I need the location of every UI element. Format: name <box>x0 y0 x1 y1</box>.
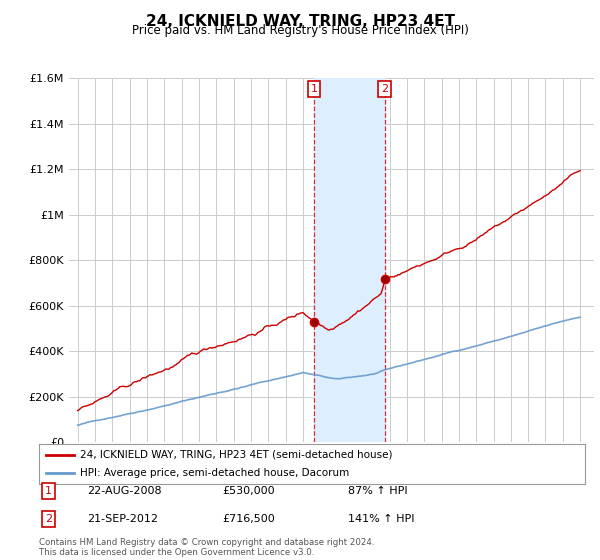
Text: 141% ↑ HPI: 141% ↑ HPI <box>348 514 415 524</box>
Text: 1: 1 <box>45 486 52 496</box>
Text: £716,500: £716,500 <box>222 514 275 524</box>
Text: Price paid vs. HM Land Registry's House Price Index (HPI): Price paid vs. HM Land Registry's House … <box>131 24 469 37</box>
Text: 21-SEP-2012: 21-SEP-2012 <box>87 514 158 524</box>
Text: £530,000: £530,000 <box>222 486 275 496</box>
Text: 87% ↑ HPI: 87% ↑ HPI <box>348 486 407 496</box>
Text: Contains HM Land Registry data © Crown copyright and database right 2024.
This d: Contains HM Land Registry data © Crown c… <box>39 538 374 557</box>
Text: 24, ICKNIELD WAY, TRING, HP23 4ET: 24, ICKNIELD WAY, TRING, HP23 4ET <box>146 14 455 29</box>
Text: 1: 1 <box>311 84 317 94</box>
Text: 24, ICKNIELD WAY, TRING, HP23 4ET (semi-detached house): 24, ICKNIELD WAY, TRING, HP23 4ET (semi-… <box>80 450 392 460</box>
Text: 2: 2 <box>381 84 388 94</box>
Text: 22-AUG-2008: 22-AUG-2008 <box>87 486 161 496</box>
Text: 2: 2 <box>45 514 52 524</box>
Bar <box>314 78 385 442</box>
Text: HPI: Average price, semi-detached house, Dacorum: HPI: Average price, semi-detached house,… <box>80 468 349 478</box>
